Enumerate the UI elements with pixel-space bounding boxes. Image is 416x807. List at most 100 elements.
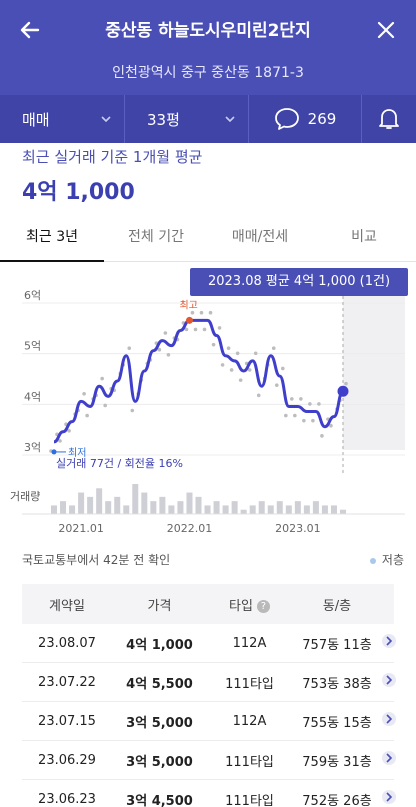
volume-bar	[60, 501, 67, 514]
comments-button[interactable]: 269	[249, 95, 362, 143]
trade-point	[199, 310, 204, 315]
table-row[interactable]: 23.08.07 4억 1,000 112A 757동 11층	[22, 624, 396, 663]
row-type: 111타입	[225, 676, 274, 692]
volume-bar	[249, 505, 256, 514]
trade-point	[238, 378, 243, 382]
volume-bar	[222, 505, 229, 514]
trade-point	[202, 327, 207, 332]
data-source: 국토교통부에서 42분 전 확인	[22, 553, 171, 567]
row-date: 23.07.15	[38, 713, 96, 729]
row-type: 111타입	[225, 793, 274, 807]
trade-point	[220, 363, 225, 367]
header-unit: 동/층	[322, 598, 352, 614]
speech-bubble-icon	[274, 108, 299, 130]
chevron-right-icon[interactable]	[382, 712, 396, 726]
chevron-right-icon[interactable]	[382, 751, 396, 765]
trade-point	[184, 327, 189, 332]
comment-count: 269	[307, 110, 337, 128]
tab-compare[interactable]: 비교	[351, 229, 377, 245]
volume-bar	[87, 496, 94, 514]
table-row[interactable]: 23.07.15 3억 5,000 112A 755동 15층	[22, 702, 396, 741]
trade-point	[308, 402, 312, 406]
bell-icon	[379, 109, 399, 129]
legend-dot	[369, 557, 376, 564]
volume-bar	[123, 505, 130, 514]
volume-bar	[141, 492, 148, 514]
volume-bar	[159, 496, 166, 514]
tab-all-period[interactable]: 전체 기간	[128, 229, 184, 245]
volume-bar	[213, 501, 220, 514]
trade-point	[344, 381, 348, 386]
trade-point	[274, 383, 279, 387]
row-date: 23.08.07	[38, 635, 96, 651]
volume-bar	[186, 492, 193, 514]
average-title: 최근 실거래 기준 1개월 평균	[22, 148, 203, 166]
row-unit: 759동 31층	[302, 754, 372, 770]
volume-bar	[231, 501, 238, 514]
chevron-right-icon[interactable]	[382, 790, 396, 804]
trade-point	[284, 413, 288, 418]
chevron-right-icon[interactable]	[382, 634, 396, 648]
volume-bar	[168, 505, 175, 514]
trade-point	[103, 403, 107, 408]
row-price: 3억 5,000	[126, 754, 193, 770]
y-tick-label: 4억	[24, 390, 41, 403]
x-tick-label: 2022.01	[167, 522, 213, 535]
chart-tooltip: 2023.08 평균 4억 1,000 (1건)	[190, 268, 408, 296]
trade-point	[217, 326, 222, 330]
volume-bar	[150, 501, 157, 514]
volume-bar	[267, 505, 274, 514]
volume-bar	[69, 505, 76, 514]
close-button[interactable]	[370, 14, 402, 46]
size-select[interactable]: 33평	[125, 95, 249, 143]
trade-point	[211, 342, 216, 347]
volume-bar	[294, 501, 301, 514]
trade-point	[208, 310, 213, 315]
trade-point	[302, 418, 306, 423]
size-label: 33평	[147, 110, 180, 129]
trade-point	[193, 327, 198, 332]
row-unit: 757동 11층	[302, 637, 372, 653]
volume-bar	[330, 505, 337, 514]
trade-point	[229, 368, 234, 372]
volume-bar	[96, 488, 103, 514]
trade-point	[280, 366, 285, 371]
y-tick-label: 5억	[24, 340, 41, 353]
row-date: 23.06.29	[38, 752, 96, 768]
y-tick-label: 3억	[24, 441, 41, 454]
volume-bar	[258, 501, 265, 514]
transaction-table: 계약일 가격 타입? 동/층 23.08.07 4억 1,000 112A 757동 …	[22, 584, 396, 807]
trade-point	[82, 392, 86, 396]
period-tabs: 최근 3년 전체 기간 매매/전세 비교	[0, 214, 416, 262]
x-tick-label: 2023.01	[275, 522, 321, 535]
back-button[interactable]	[14, 14, 46, 46]
low-floor-legend: 저층	[369, 551, 404, 568]
y-tick-label: 6억	[24, 289, 41, 302]
trade-type-select[interactable]: 매매	[0, 95, 125, 143]
volume-bar	[204, 505, 211, 514]
tab-sale-jeonse[interactable]: 매매/전세	[231, 229, 289, 245]
row-unit: 753동 38층	[302, 676, 372, 692]
alarm-button[interactable]	[362, 95, 416, 143]
tab-recent-3y[interactable]: 최근 3년	[0, 214, 104, 262]
row-date: 23.07.22	[38, 674, 96, 690]
chevron-right-icon[interactable]	[382, 673, 396, 687]
trade-point	[190, 310, 195, 315]
trade-point	[235, 351, 240, 356]
trade-point	[329, 423, 333, 428]
question-icon[interactable]: ?	[256, 599, 270, 613]
trade-point	[311, 418, 315, 423]
row-unit: 752동 26층	[302, 793, 372, 807]
table-row[interactable]: 23.06.23 3억 4,500 111타입 752동 26층	[22, 780, 396, 807]
volume-bar	[276, 501, 283, 514]
future-region	[343, 290, 405, 450]
table-row[interactable]: 23.07.22 4억 5,500 111타입 753동 38층	[22, 663, 396, 702]
trade-point	[157, 347, 162, 352]
address: 인천광역시 중구 중산동 1871-3	[112, 65, 304, 81]
volume-bar	[132, 484, 139, 514]
page-title: 중산동 하늘도시우미린2단지	[105, 21, 311, 41]
chart-summary: 실거래 77건 / 회전율 16%	[56, 457, 183, 470]
volume-bar	[303, 505, 310, 514]
table-row[interactable]: 23.06.29 3억 5,000 111타입 759동 31층	[22, 741, 396, 780]
